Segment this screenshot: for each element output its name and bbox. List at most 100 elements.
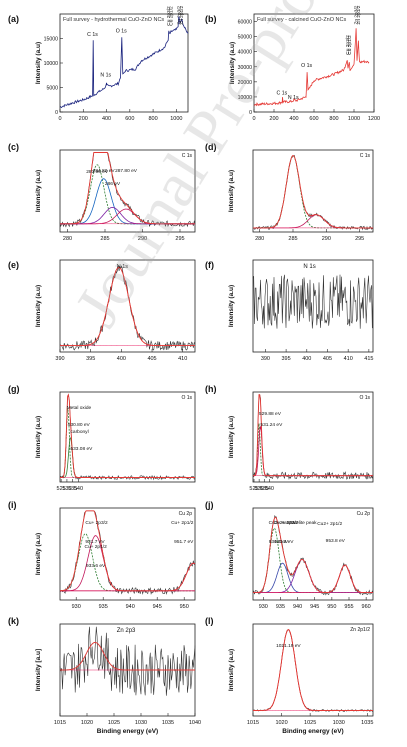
peak-annotation: C 1s xyxy=(87,32,98,38)
peak-annotation: 953.8 eV xyxy=(326,538,346,544)
chart-title: C 1s xyxy=(182,153,193,159)
x-tick-label: 200 xyxy=(269,116,278,122)
envelope-line xyxy=(253,516,373,594)
x-tick-label: 410 xyxy=(344,356,353,362)
panel-i: (i) Intensity (a.u) 930 935 940 945 950 Cu 2p Cu… xyxy=(8,500,196,610)
chart-title: Full survey - hydrothermal CuO-ZnO NCs xyxy=(63,17,164,23)
panel-f: (f) Intensity (a.u) 390 395 400 405 410 415 N 1s xyxy=(205,259,374,362)
peak-annotation: 531.24 eV xyxy=(260,422,283,428)
plot-frame xyxy=(252,391,374,483)
x-tick-label: 530 xyxy=(62,486,71,492)
x-tick-label: 1000 xyxy=(348,116,360,122)
y-tick-label: 10000 xyxy=(238,95,253,101)
fit-component-line xyxy=(253,155,373,229)
panel-a: (a)Intensity (a.u)0 200 400 600 800 100005000… xyxy=(8,6,189,122)
x-tick-label: 955 xyxy=(344,604,353,610)
chart-title: C 1s xyxy=(360,153,371,159)
x-tick-label: 405 xyxy=(147,356,156,362)
panel-d: (d) Intensity (a.u) 280 285 290 295 C 1s xyxy=(205,142,374,242)
panel-k: (k) Intensity [a.u] 1015 1020 1025 1030 1035 10… xyxy=(8,616,201,735)
peak-annotation: 931.7 eV xyxy=(85,539,105,545)
y-tick-label: 15000 xyxy=(44,37,59,43)
spectrum-line xyxy=(59,16,189,109)
peak-annotation: Zn 2p1/2 xyxy=(356,5,362,24)
chart-title: O 1s xyxy=(359,395,370,401)
x-tick-label: 395 xyxy=(282,356,291,362)
plot-frame xyxy=(252,259,374,353)
peak-annotation: Cu 2p3/2 xyxy=(345,35,351,55)
x-tick-label: 280 xyxy=(255,236,264,242)
raw-data-line xyxy=(59,265,196,351)
x-tick-label: 295 xyxy=(355,236,364,242)
x-tick-label: 1015 xyxy=(247,720,259,726)
panel-label: (e) xyxy=(8,260,19,270)
panel-label: (g) xyxy=(8,384,20,394)
x-tick-label: 960 xyxy=(362,604,371,610)
x-tick-label: 1200 xyxy=(368,116,380,122)
raw-data-line xyxy=(252,394,374,480)
fit-component-line xyxy=(60,266,195,347)
x-tick-label: 1030 xyxy=(135,720,147,726)
chart-title: N 1s xyxy=(117,264,129,270)
x-tick-label: 1020 xyxy=(275,720,287,726)
x-tick-label: 935 xyxy=(99,604,108,610)
peak-annotation: 533.08 eV xyxy=(70,446,93,452)
fit-component-line xyxy=(60,178,195,225)
fit-component-line xyxy=(60,408,195,478)
x-tick-label: 395 xyxy=(86,356,95,362)
fit-component-line xyxy=(60,436,195,478)
plot-frame xyxy=(252,149,374,233)
x-tick-label: 525 xyxy=(57,486,66,492)
panel-c: (c) Intensity (a.u) 280 285 290 295 C 1s 283.96… xyxy=(8,142,196,242)
panel-label: (i) xyxy=(8,500,17,510)
fit-component-line xyxy=(253,426,373,477)
y-axis-label: Intensity (a.u) xyxy=(35,416,42,458)
spectrum-line xyxy=(253,28,370,107)
peak-annotation: O 1s xyxy=(116,29,127,35)
x-tick-label: 400 xyxy=(117,356,126,362)
x-tick-label: 400 xyxy=(102,116,111,122)
x-tick-label: 390 xyxy=(55,356,64,362)
x-tick-label: 390 xyxy=(261,356,270,362)
peak-annotation: Cu 2p1/2 xyxy=(168,6,174,26)
x-tick-label: 295 xyxy=(175,236,184,242)
peak-annotation: Zn 2p3/2 xyxy=(176,6,182,25)
y-tick-label: 30000 xyxy=(238,65,253,71)
y-axis-label: Intensity (a.u) xyxy=(228,416,235,458)
peak-annotation: Zn 2p1/2 xyxy=(179,6,185,25)
peak-annotation: 933.2 eV xyxy=(274,539,294,545)
raw-data-line xyxy=(252,629,374,712)
x-tick-label: 280 xyxy=(63,236,72,242)
chart-title: O 1s xyxy=(181,395,192,401)
peak-annotation: O 1s xyxy=(301,63,312,69)
panel-label: (k) xyxy=(8,616,19,626)
x-tick-label: 1030 xyxy=(333,720,345,726)
y-axis-label: Intensity (a.u) xyxy=(35,42,42,84)
plot-frame xyxy=(59,507,196,601)
y-axis-label: Intensity (a.u) xyxy=(35,170,42,212)
y-tick-label: 0 xyxy=(55,110,58,116)
x-tick-label: 200 xyxy=(79,116,88,122)
x-tick-label: 535 xyxy=(68,486,77,492)
y-axis-label: Intensity [a.u] xyxy=(35,649,42,691)
peak-annotation: 283.96 eV xyxy=(86,169,109,175)
peak-annotation: 934.4 eV xyxy=(269,539,289,545)
x-tick-label: 290 xyxy=(138,236,147,242)
x-tick-label: 600 xyxy=(125,116,134,122)
raw-data-line xyxy=(59,626,196,696)
panel-e: (e) Intensity (a.u) 390 395 400 405 410 N 1s xyxy=(8,259,196,362)
panel-label: (j) xyxy=(205,500,214,510)
peak-annotation: 529.88 eV xyxy=(259,411,282,417)
peak-annotation: Cu+ 2p1/2 xyxy=(171,520,194,526)
envelope-line xyxy=(60,393,195,478)
x-tick-label: 540 xyxy=(74,486,83,492)
fit-component-line xyxy=(253,423,373,477)
y-tick-label: 40000 xyxy=(238,50,253,56)
x-tick-label: 285 xyxy=(100,236,109,242)
peak-annotation: 933.6 eV xyxy=(86,563,106,569)
chart-title: Cu 2p xyxy=(179,511,193,517)
panel-label: (c) xyxy=(8,142,19,152)
x-tick-label: 945 xyxy=(310,604,319,610)
x-tick-label: 930 xyxy=(72,604,81,610)
plot-frame xyxy=(59,391,196,483)
